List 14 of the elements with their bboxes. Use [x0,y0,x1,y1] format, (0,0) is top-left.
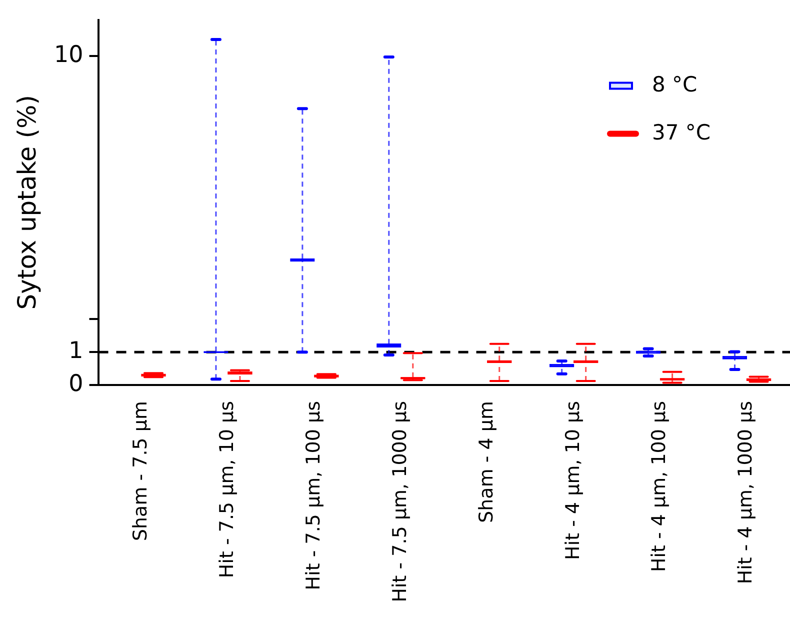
legend-label: 37 °C [652,120,711,144]
y-tick-label: 0 [68,370,84,397]
x-tick-label: Hit - 7.5 µm, 1000 µs [388,401,411,602]
y-tick-label: 10 [54,42,84,68]
y-tick-label: 1 [68,338,84,364]
x-tick-label: Hit - 7.5 µm, 10 µs [216,401,238,578]
x-tick-label: Hit - 4 µm, 100 µs [648,401,670,572]
y-axis-title: Sytox uptake (%) [12,95,42,310]
x-tick-label: Hit - 7.5 µm, 100 µs [302,401,324,590]
legend-label: 8 °C [652,72,698,96]
x-tick-label: Hit - 4 µm, 1000 µs [734,401,757,584]
x-tick-label: Sham - 7.5 µm [129,401,152,542]
x-tick-label: Sham - 4 µm [475,401,498,523]
x-tick-label: Hit - 4 µm, 10 µs [562,401,584,560]
